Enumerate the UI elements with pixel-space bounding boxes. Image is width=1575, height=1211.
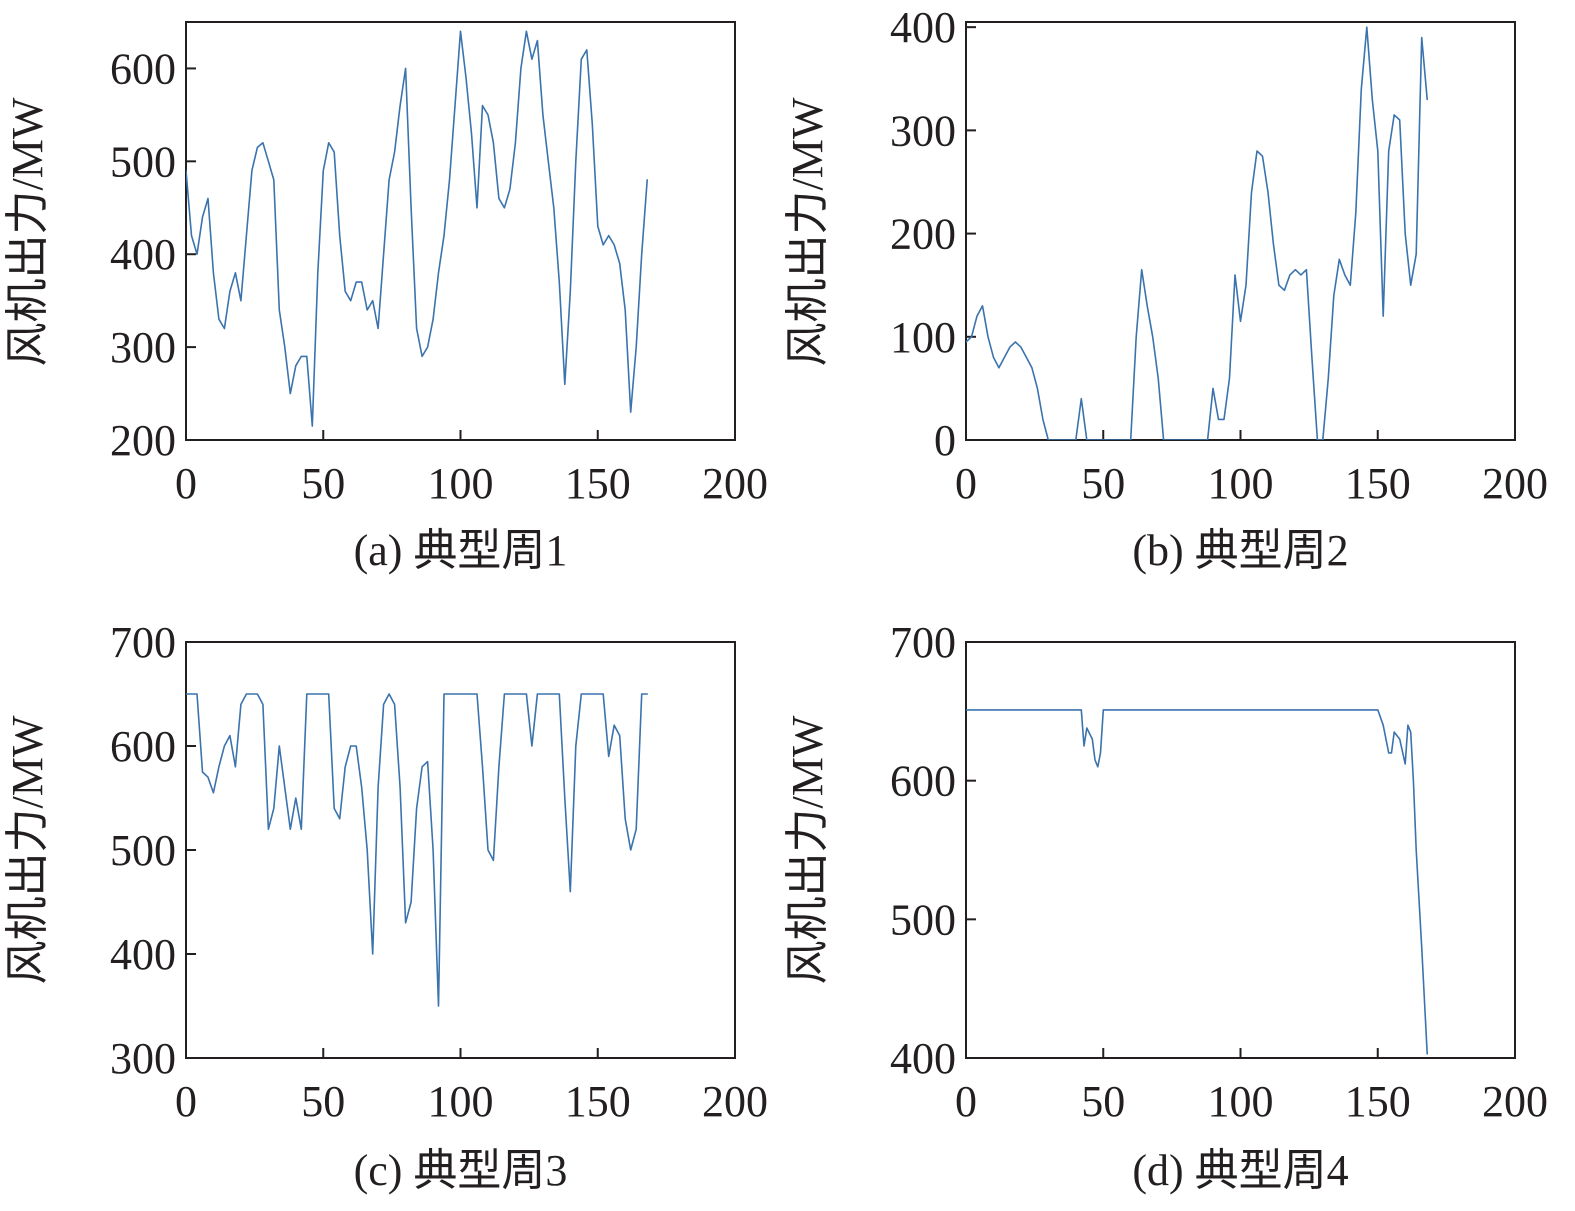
x-tick-label: 150 [1345,1077,1411,1126]
y-tick-label: 600 [110,44,176,93]
y-tick-label: 300 [110,1034,176,1083]
plot-frame [965,641,1516,1059]
y-tick-label: 200 [890,210,956,259]
x-tick-label: 100 [1208,459,1274,508]
panel-caption: (d) 典型周4 [1132,1146,1348,1195]
x-tick-label: 50 [301,459,345,508]
x-tick-label: 200 [702,459,768,508]
x-tick-label: 100 [428,1077,494,1126]
panel-d: 0 50 100 150 200 400 500 600 700 风机出力/MW (d) 典型周4 [783,618,1548,1195]
y-tick-label: 500 [110,137,176,186]
y-tick-label: 300 [110,323,176,372]
y-tick-label: 100 [890,313,956,362]
x-tick-label: 100 [428,459,494,508]
series-line [186,693,649,1007]
panel-c: 0 50 100 150 200 300 400 500 600 700 风机出力/MW (c) 典型… [3,618,768,1195]
y-tick-label: 700 [110,618,176,667]
y-tick-label: 400 [110,930,176,979]
panel-a: 0 50 100 150 200 200 300 400 500 600 风机出力/MW (a) 典型… [3,21,768,575]
y-axis-title: 风机出力/MW [3,715,52,984]
series-line [966,26,1428,440]
x-tick-label: 0 [175,459,197,508]
x-tick-label: 0 [175,1077,197,1126]
plot-frame [185,641,736,1059]
y-tick-label: 0 [934,416,956,465]
panel-caption: (a) 典型周1 [354,526,568,575]
y-tick-label: 400 [890,1034,956,1083]
y-tick-label: 300 [890,106,956,155]
y-axis-title: 风机出力/MW [783,97,832,366]
x-tick-label: 150 [565,459,631,508]
series-line [186,30,649,427]
x-tick-label: 150 [565,1077,631,1126]
plot-frame [185,21,736,441]
panel-b: 0 50 100 150 200 0 100 200 300 400 风机出力/MW (b) 典型周2 [783,3,1548,575]
y-tick-label: 500 [110,826,176,875]
series-line [966,709,1428,1055]
y-tick-label: 400 [890,3,956,52]
x-tick-label: 200 [1482,459,1548,508]
y-tick-label: 600 [890,757,956,806]
x-tick-label: 50 [1081,459,1125,508]
plot-frame [965,21,1516,441]
x-tick-label: 50 [301,1077,345,1126]
y-axis-title: 风机出力/MW [3,97,52,366]
x-tick-label: 200 [702,1077,768,1126]
y-axis-title: 风机出力/MW [783,715,832,984]
x-tick-label: 100 [1208,1077,1274,1126]
x-tick-label: 150 [1345,459,1411,508]
y-tick-label: 400 [110,230,176,279]
panel-caption: (c) 典型周3 [354,1146,568,1195]
panel-caption: (b) 典型周2 [1132,526,1348,575]
x-tick-label: 0 [955,459,977,508]
x-tick-label: 200 [1482,1077,1548,1126]
y-tick-label: 200 [110,416,176,465]
y-tick-label: 600 [110,722,176,771]
x-tick-label: 50 [1081,1077,1125,1126]
x-tick-label: 0 [955,1077,977,1126]
y-tick-label: 500 [890,895,956,944]
y-tick-label: 700 [890,618,956,667]
